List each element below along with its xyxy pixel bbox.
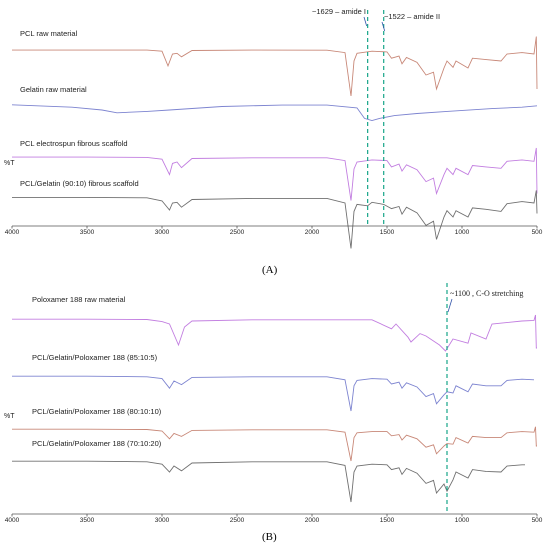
series-label-poloxamer-188-raw-material: Poloxamer 188 raw material (32, 295, 126, 304)
chart-panel-b: ~1100 , C-O stretching Poloxamer 188 raw… (4, 283, 543, 543)
x-tick-label-1500: 1500 (380, 229, 395, 236)
series-line-pcl-gelatin-90-10-fibrous-scaffold (12, 190, 538, 249)
x-tick-label-1000: 1000 (455, 517, 470, 524)
x-tick-label-2500: 2500 (230, 517, 245, 524)
series-label-gelatin-raw-material: Gelatin raw material (20, 85, 87, 94)
x-tick-label-2000: 2000 (305, 517, 320, 524)
annotation-arrow-1629-amide-i (363, 16, 368, 27)
x-tick-label-1000: 1000 (455, 229, 470, 236)
panel-a-ylabel: %T (4, 160, 15, 167)
x-tick-label-4000: 4000 (5, 517, 20, 524)
series-line-pcl-electrospun-fibrous-scaffold (12, 147, 538, 201)
x-tick-label-2500: 2500 (230, 229, 245, 236)
series-line-gelatin-raw-material (11, 104, 538, 121)
series-label-pcl-electrospun-fibrous-scaffold: PCL electrospun fibrous scaffold (20, 139, 128, 148)
series-label-pcl-raw-material: PCL raw material (20, 29, 78, 38)
annotation-arrow-1522-amide-ii (381, 21, 386, 32)
series-line-pcl-gelatin-poloxamer-188-80-10-10 (12, 426, 537, 462)
panel-b-ylabel: %T (4, 413, 15, 420)
series-label-pcl-gelatin-poloxamer-188-85-10-5: PCL/Gelatin/Poloxamer 188 (85:10:5) (32, 353, 158, 362)
series-line-poloxamer-188-raw-material (12, 314, 537, 352)
series-line-pcl-raw-material (12, 36, 538, 97)
x-tick-label-3500: 3500 (80, 229, 95, 236)
annotation-label-1629-amide-i: ~1629 – amide I (312, 7, 366, 16)
annotation-label-1522-amide-ii: ~1522 – amide II (384, 12, 440, 21)
x-tick-label-3000: 3000 (155, 517, 170, 524)
x-tick-label-500: 500 (532, 517, 543, 524)
x-tick-label-1500: 1500 (380, 517, 395, 524)
x-tick-label-500: 500 (532, 229, 543, 236)
chart-panel-a: ~1629 – amide I ~1522 – amide II PCL raw … (4, 7, 543, 276)
panel-a-label: (A) (262, 264, 278, 276)
series-label-pcl-gelatin-90-10-fibrous-scaffold: PCL/Gelatin (90:10) fibrous scaffold (20, 179, 139, 188)
annotation-arrow-1100-c-o-stretching (447, 298, 453, 313)
series-line-pcl-gelatin-poloxamer-188-70-10-20 (12, 460, 525, 503)
x-tick-label-2000: 2000 (305, 229, 320, 236)
x-tick-label-4000: 4000 (5, 229, 20, 236)
series-label-pcl-gelatin-poloxamer-188-70-10-20: PCL/Gelatin/Poloxamer 188 (70:10:20) (32, 439, 162, 448)
series-label-pcl-gelatin-poloxamer-188-80-10-10: PCL/Gelatin/Poloxamer 188 (80:10:10) (32, 407, 162, 416)
series-line-pcl-gelatin-poloxamer-188-85-10-5 (12, 375, 535, 412)
annotation-label-1100-c-o-stretching: ~1100 , C-O stretching (450, 289, 523, 298)
panel-b-label: (B) (262, 531, 277, 543)
x-tick-label-3000: 3000 (155, 229, 170, 236)
x-tick-label-3500: 3500 (80, 517, 95, 524)
